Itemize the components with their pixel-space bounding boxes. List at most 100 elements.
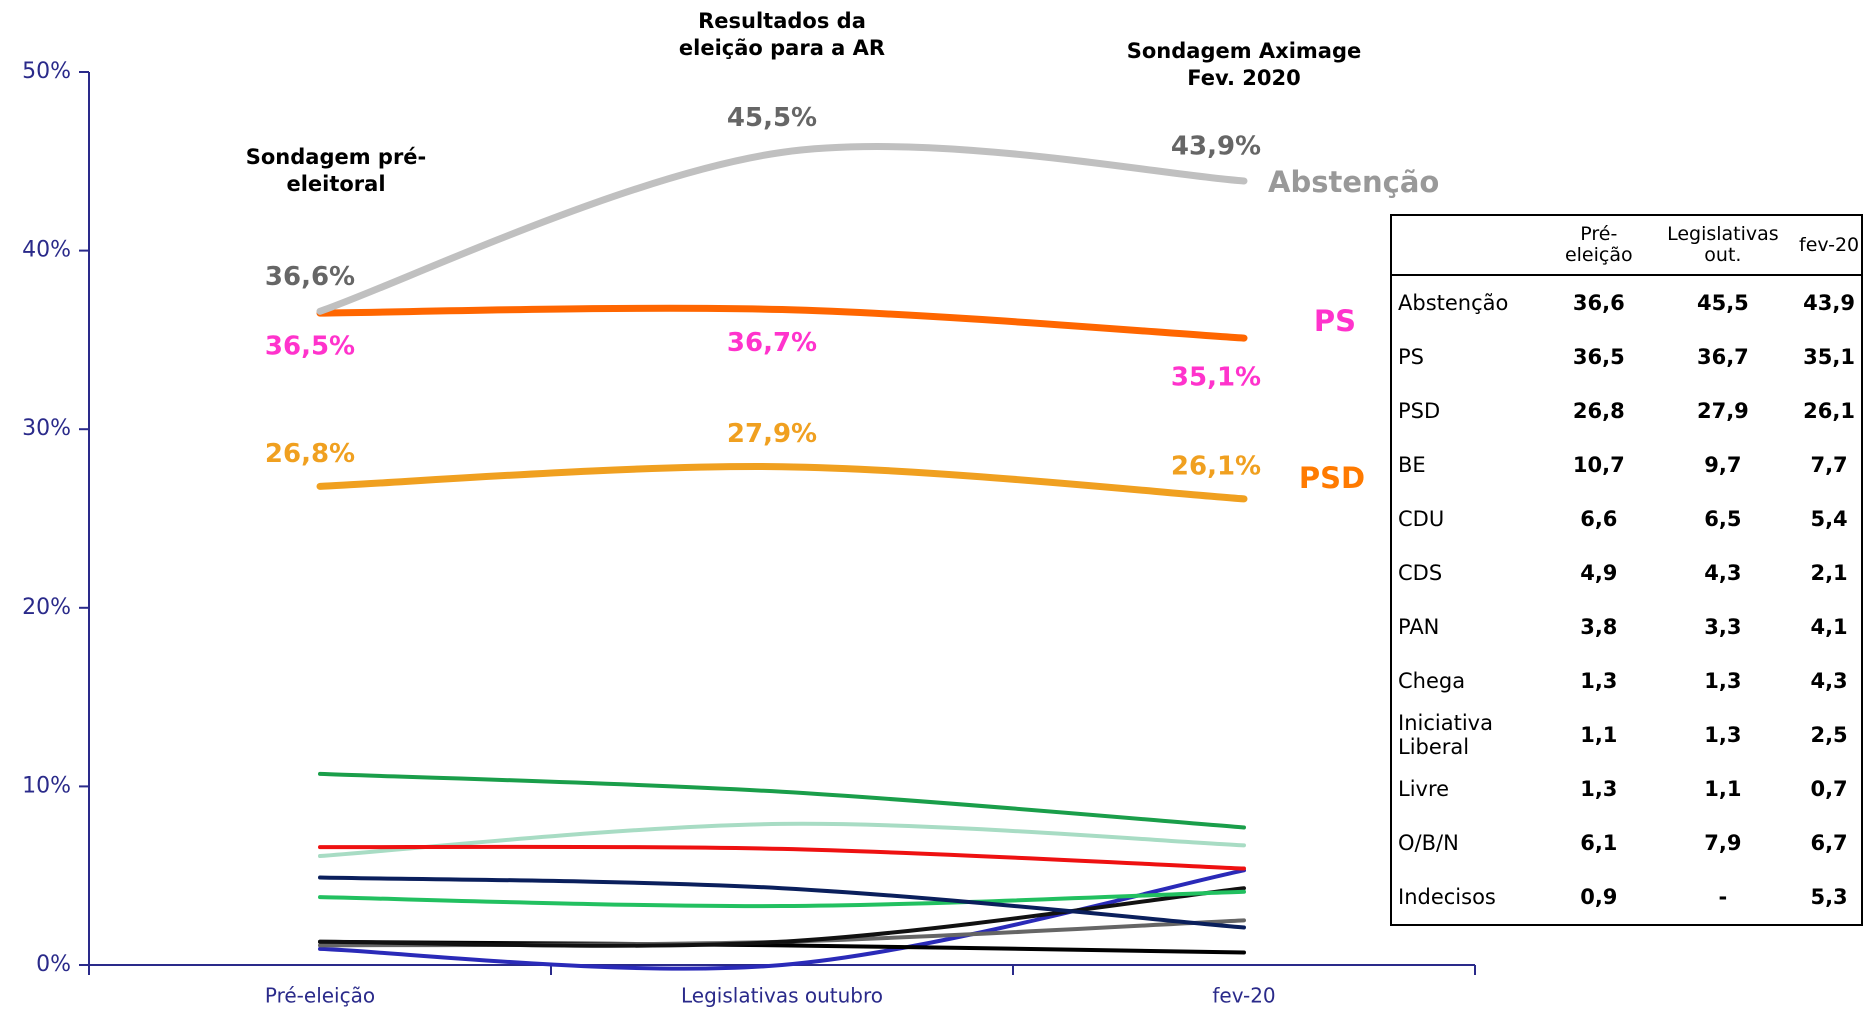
value-cell: 3,3 <box>1649 600 1798 654</box>
row-label: BE <box>1391 438 1549 492</box>
annotation: Fev. 2020 <box>1187 66 1300 90</box>
page: 0%10%20%30%40%50%Pré-eleiçãoLegislativas… <box>0 0 1865 1009</box>
value-cell: 1,3 <box>1649 654 1798 708</box>
y-tick-label: 40% <box>22 238 71 263</box>
value-cell: 7,9 <box>1649 816 1798 870</box>
data-label: 27,9% <box>727 419 817 449</box>
value-cell: 27,9 <box>1649 384 1798 438</box>
row-label: Abstenção <box>1391 275 1549 330</box>
value-cell: 35,1 <box>1797 330 1862 384</box>
value-cell: 10,7 <box>1549 438 1649 492</box>
annotation: eleição para a AR <box>679 36 885 60</box>
value-cell: 36,5 <box>1549 330 1649 384</box>
y-tick-label: 0% <box>36 952 71 977</box>
value-cell: 36,7 <box>1649 330 1798 384</box>
y-tick-label: 50% <box>22 59 71 84</box>
value-cell: 5,3 <box>1797 870 1862 925</box>
row-label: O/B/N <box>1391 816 1549 870</box>
value-cell: 0,9 <box>1549 870 1649 925</box>
value-cell: 45,5 <box>1649 275 1798 330</box>
annotation: Sondagem pré- <box>246 145 427 169</box>
value-cell: 36,6 <box>1549 275 1649 330</box>
value-cell: 6,5 <box>1649 492 1798 546</box>
line <box>320 824 1244 856</box>
value-cell: 43,9 <box>1797 275 1862 330</box>
value-cell: 1,1 <box>1549 708 1649 762</box>
header-cell: Pré-eleição <box>1549 215 1649 275</box>
value-cell: 2,1 <box>1797 546 1862 600</box>
line <box>320 467 1244 499</box>
header-cell: fev-20 <box>1797 215 1862 275</box>
value-cell: - <box>1649 870 1798 925</box>
data-label: 36,5% <box>265 332 355 362</box>
y-tick-label: 20% <box>22 595 71 620</box>
value-cell: 4,3 <box>1649 546 1798 600</box>
x-tick-label: fev-20 <box>1212 984 1275 1008</box>
series-label: PSD <box>1299 461 1365 495</box>
value-cell: 5,4 <box>1797 492 1862 546</box>
data-label: 36,7% <box>727 328 817 358</box>
line <box>320 147 1244 312</box>
annotation: eleitoral <box>286 172 385 196</box>
value-cell: 4,9 <box>1549 546 1649 600</box>
line <box>320 847 1244 869</box>
value-cell: 26,8 <box>1549 384 1649 438</box>
value-cell: 7,7 <box>1797 438 1862 492</box>
annotation: Resultados da <box>698 9 866 33</box>
data-label: 45,5% <box>727 103 817 133</box>
x-tick-label: Legislativas outubro <box>681 984 883 1008</box>
y-tick-label: 30% <box>22 416 71 441</box>
value-cell: 0,7 <box>1797 762 1862 816</box>
value-cell: 3,8 <box>1549 600 1649 654</box>
header-cell: Legislativas out. <box>1649 215 1798 275</box>
table-row: CDS4,94,32,1 <box>1391 546 1862 600</box>
value-cell: 1,3 <box>1549 762 1649 816</box>
value-cell: 1,1 <box>1649 762 1798 816</box>
data-label: 35,1% <box>1171 363 1261 393</box>
value-cell: 4,1 <box>1797 600 1862 654</box>
value-cell: 2,5 <box>1797 708 1862 762</box>
value-cell: 6,6 <box>1549 492 1649 546</box>
row-label: PSD <box>1391 384 1549 438</box>
x-tick-label: Pré-eleição <box>265 984 375 1008</box>
line <box>320 774 1244 828</box>
value-cell: 1,3 <box>1649 708 1798 762</box>
value-cell: 9,7 <box>1649 438 1798 492</box>
value-cell: 4,3 <box>1797 654 1862 708</box>
row-label: PS <box>1391 330 1549 384</box>
series-label: Abstenção <box>1268 165 1439 199</box>
series-label: PS <box>1314 304 1356 338</box>
header-cell <box>1391 215 1549 275</box>
y-tick-label: 10% <box>22 773 71 798</box>
row-label: CDS <box>1391 546 1549 600</box>
data-label: 26,1% <box>1171 451 1261 481</box>
row-label: PAN <box>1391 600 1549 654</box>
data-label: 36,6% <box>265 262 355 292</box>
annotation: Sondagem Aximage <box>1127 39 1362 63</box>
row-label: Livre <box>1391 762 1549 816</box>
data-label: 26,8% <box>265 439 355 469</box>
row-label: Iniciativa Liberal <box>1391 708 1549 762</box>
table-row: O/B/N6,17,96,7 <box>1391 816 1862 870</box>
value-cell: 6,7 <box>1797 816 1862 870</box>
value-cell: 6,1 <box>1549 816 1649 870</box>
row-label: Chega <box>1391 654 1549 708</box>
row-label: Indecisos <box>1391 870 1549 925</box>
value-cell: 1,3 <box>1549 654 1649 708</box>
line <box>320 870 1244 968</box>
data-label: 43,9% <box>1171 131 1261 161</box>
row-label: CDU <box>1391 492 1549 546</box>
value-cell: 26,1 <box>1797 384 1862 438</box>
